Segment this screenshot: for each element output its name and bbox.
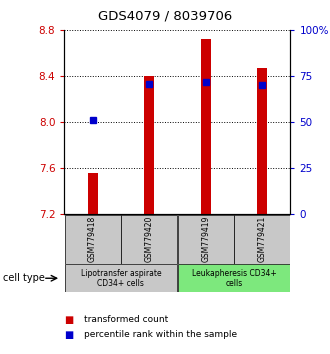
Bar — [234, 215, 290, 264]
Text: GDS4079 / 8039706: GDS4079 / 8039706 — [98, 10, 232, 22]
Bar — [178, 264, 290, 292]
Text: Lipotransfer aspirate
CD34+ cells: Lipotransfer aspirate CD34+ cells — [81, 269, 161, 288]
Bar — [144, 76, 154, 214]
Bar — [65, 215, 120, 264]
Text: Leukapheresis CD34+
cells: Leukapheresis CD34+ cells — [191, 269, 276, 288]
Bar — [201, 39, 211, 214]
Text: GSM779420: GSM779420 — [145, 216, 154, 263]
Text: GSM779418: GSM779418 — [88, 216, 97, 262]
Text: GSM779421: GSM779421 — [258, 216, 267, 262]
Text: cell type: cell type — [3, 273, 45, 283]
Text: percentile rank within the sample: percentile rank within the sample — [84, 330, 237, 339]
Text: ■: ■ — [64, 330, 74, 339]
Text: ■: ■ — [64, 315, 74, 325]
Bar — [178, 215, 234, 264]
Text: GSM779419: GSM779419 — [201, 216, 210, 263]
Text: transformed count: transformed count — [84, 315, 168, 324]
Bar — [65, 264, 177, 292]
Bar — [257, 68, 267, 214]
Bar — [121, 215, 177, 264]
Bar — [87, 173, 98, 214]
